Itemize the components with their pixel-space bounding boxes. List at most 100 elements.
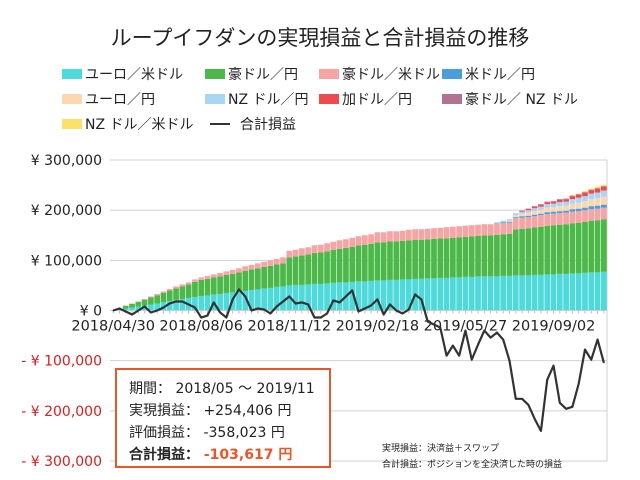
bar-segment xyxy=(538,213,544,216)
legend-label: 加ドル／円 xyxy=(342,92,412,108)
bar-segment xyxy=(582,191,588,193)
bar-segment xyxy=(575,273,582,311)
bar-segment xyxy=(129,303,135,304)
x-tick-label: 2019/05/27 xyxy=(424,319,508,335)
total-pnl-point xyxy=(351,289,353,292)
bar-segment xyxy=(374,232,381,243)
bar-segment xyxy=(336,248,343,283)
bar-segment xyxy=(594,186,601,189)
bar-segment xyxy=(399,240,406,280)
bar-segment xyxy=(525,228,532,276)
bar-segment xyxy=(506,221,513,223)
bar-segment xyxy=(305,284,312,311)
bar-segment xyxy=(129,307,135,311)
total-pnl-point xyxy=(502,338,504,341)
bar-segment xyxy=(519,275,525,311)
legend-item: 豪ドル／米ドル xyxy=(319,64,440,84)
bar-segment xyxy=(299,255,305,285)
bar-segment xyxy=(424,239,431,279)
bar-segment xyxy=(512,218,519,230)
legend-swatch xyxy=(62,94,82,104)
y-tick-label: - ¥ 300,000 xyxy=(21,454,102,470)
total-pnl-point xyxy=(565,408,567,410)
bar-segment xyxy=(355,236,362,246)
bar-segment xyxy=(431,228,437,239)
legend-item: 豪ドル／円 xyxy=(205,64,298,84)
bar-segment xyxy=(556,273,563,311)
total-pnl-point xyxy=(238,288,240,291)
bar-segment xyxy=(544,274,551,311)
bar-segment xyxy=(494,223,500,235)
total-pnl-point xyxy=(294,302,297,305)
bar-segment xyxy=(575,194,582,195)
bar-segment xyxy=(575,202,582,209)
bar-segment xyxy=(569,195,576,197)
bar-segment xyxy=(431,238,437,279)
bar-segment xyxy=(330,241,337,250)
bar-segment xyxy=(550,207,557,212)
bar-segment xyxy=(166,288,173,291)
bar-segment xyxy=(582,272,588,311)
bar-segment xyxy=(192,281,198,297)
bar-segment xyxy=(575,222,582,274)
total-label: 合計損益： xyxy=(129,447,199,463)
bar-segment xyxy=(506,233,513,276)
total-pnl-point xyxy=(490,336,492,339)
bar-segment xyxy=(405,279,412,311)
bar-segment xyxy=(601,271,607,311)
bar-segment xyxy=(273,264,280,287)
bar-segment xyxy=(563,199,569,202)
bar-segment xyxy=(588,209,595,221)
bar-segment xyxy=(280,286,286,311)
bar-segment xyxy=(563,273,569,311)
legend-swatch xyxy=(319,94,339,104)
bar-segment xyxy=(506,219,513,221)
bar-segment xyxy=(594,208,601,221)
bar-segment xyxy=(254,263,261,269)
bar-segment xyxy=(336,282,343,311)
bar-segment xyxy=(475,276,481,311)
total-pnl-point xyxy=(244,295,246,298)
total-row: 合計損益： -103,617 円 xyxy=(129,444,292,464)
bar-segment xyxy=(317,252,324,284)
bar-segment xyxy=(531,214,538,217)
legend-label: 豪ドル／ NZ ドル xyxy=(465,92,578,108)
bar-segment xyxy=(588,190,595,194)
bar-segment xyxy=(538,274,544,311)
x-tick-label: 2019/09/02 xyxy=(512,319,596,335)
total-pnl-point xyxy=(596,338,599,341)
note-realized: 実現損益：決済益＋スワップ xyxy=(382,444,500,454)
bar-segment xyxy=(575,194,582,198)
bar-segment xyxy=(569,211,576,224)
bar-segment xyxy=(601,184,607,187)
total-pnl-point xyxy=(376,298,378,301)
bar-segment xyxy=(594,188,601,193)
bar-segment xyxy=(330,249,337,283)
legend-item: 豪ドル／ NZ ドル xyxy=(442,89,578,109)
bar-segment xyxy=(368,243,374,281)
bar-segment xyxy=(468,225,475,237)
bar-segment xyxy=(387,241,393,280)
bar-segment xyxy=(575,197,582,203)
bar-segment xyxy=(135,306,142,311)
bar-segment xyxy=(154,303,161,311)
bar-segment xyxy=(154,295,161,304)
total-pnl-point xyxy=(232,298,234,301)
total-pnl-point xyxy=(288,295,290,298)
bar-segment xyxy=(601,219,607,272)
realized-row: 実現損益： +254,406 円 xyxy=(129,400,292,420)
bar-segment xyxy=(544,214,551,226)
bar-segment xyxy=(601,186,607,191)
bar-segment xyxy=(525,215,532,218)
bar-segment xyxy=(506,222,513,234)
total-pnl-point xyxy=(282,300,284,303)
realized-label: 実現損益： xyxy=(129,403,199,419)
bar-segment xyxy=(544,207,551,213)
bar-segment xyxy=(179,286,186,299)
bar-segment xyxy=(531,216,538,228)
total-pnl-point xyxy=(339,301,341,304)
y-tick-label: - ¥ 100,000 xyxy=(21,354,102,370)
total-pnl-point xyxy=(559,402,561,404)
bar-segment xyxy=(601,207,607,220)
bar-segment xyxy=(248,264,255,270)
